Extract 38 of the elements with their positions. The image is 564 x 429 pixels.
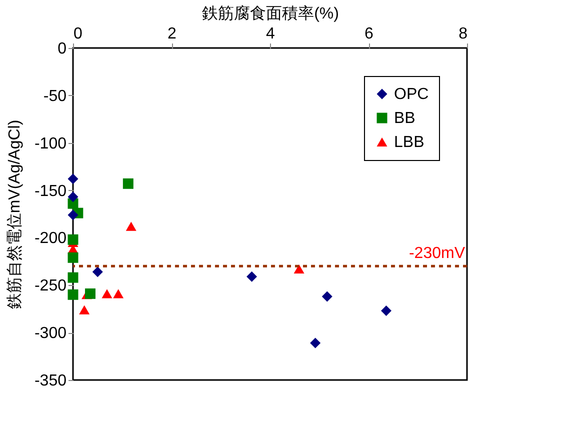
point xyxy=(322,291,332,302)
y-tick-label: -200 xyxy=(34,230,67,248)
point xyxy=(113,289,124,298)
point xyxy=(310,338,321,348)
point xyxy=(68,192,78,202)
point xyxy=(92,266,103,278)
x-tick-label: 8 xyxy=(458,26,468,42)
point xyxy=(68,252,78,263)
point xyxy=(68,289,78,300)
x-axis-title: 鉄筋腐食面積率(%) xyxy=(202,4,339,22)
point xyxy=(68,272,78,283)
point xyxy=(294,264,304,274)
y-tick-label: -250 xyxy=(34,278,67,295)
point xyxy=(380,306,392,316)
point xyxy=(102,289,112,298)
point xyxy=(68,174,78,184)
point xyxy=(84,288,96,299)
y-axis-title: 鉄筋自然電位mV(Ag/AgCl) xyxy=(5,120,24,310)
point xyxy=(68,234,78,245)
y-tick-label: -50 xyxy=(43,88,67,105)
point xyxy=(126,222,136,231)
point xyxy=(246,271,258,282)
y-tick-label: 0 xyxy=(58,40,67,58)
legend-label: BB xyxy=(394,110,416,127)
y-tick-label: -100 xyxy=(34,135,67,152)
point xyxy=(68,210,78,220)
y-tick-label: -300 xyxy=(34,325,67,342)
x-tick-label: 0 xyxy=(74,26,82,42)
legend-label: OPC xyxy=(394,86,429,103)
x-tick-label: 2 xyxy=(168,26,177,42)
y-tick-label: -150 xyxy=(34,182,67,200)
point xyxy=(122,178,134,189)
y-tick-label: -350 xyxy=(34,372,67,390)
x-tick-label: 6 xyxy=(364,26,374,42)
legend-label: LBB xyxy=(394,134,424,151)
ref-line-label: -230mV xyxy=(408,245,466,262)
x-tick-label: 4 xyxy=(266,26,276,42)
point xyxy=(79,305,90,314)
